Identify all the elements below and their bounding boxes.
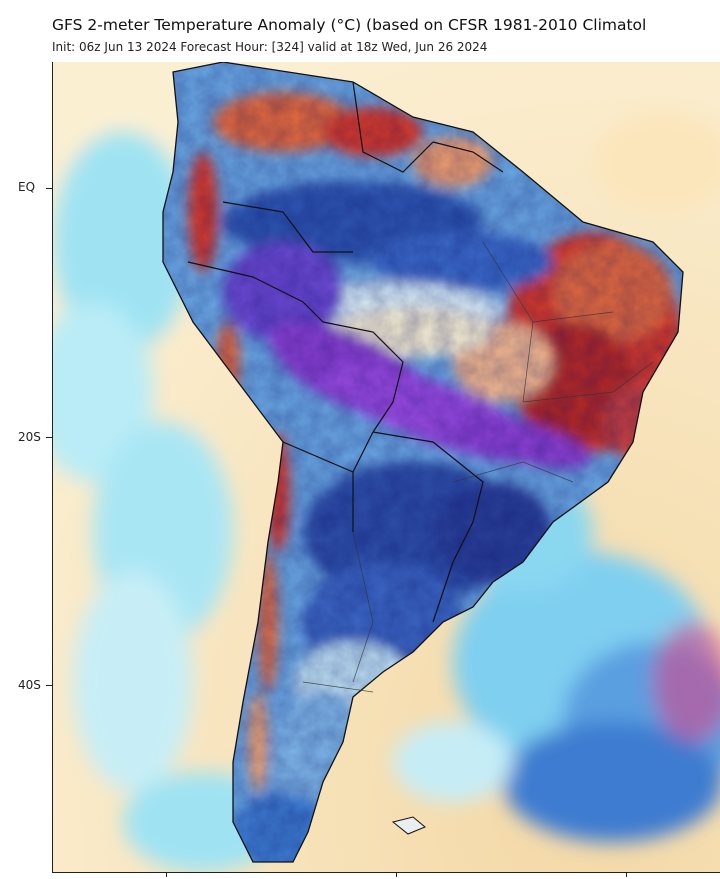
lon-tick	[166, 872, 167, 877]
lat-tick-20s	[46, 437, 52, 438]
map-title: GFS 2-meter Temperature Anomaly (°C) (ba…	[52, 16, 647, 34]
lon-tick	[396, 872, 397, 877]
state-borders	[302, 241, 654, 693]
coastline	[162, 62, 684, 863]
lat-label-eq: EQ	[18, 180, 36, 194]
lat-label-20s: 20S	[18, 430, 41, 444]
falkland-islands	[391, 816, 426, 835]
map-panel	[52, 62, 720, 873]
country-borders	[187, 81, 504, 623]
map-subtitle: Init: 06z Jun 13 2024 Forecast Hour: [32…	[52, 40, 488, 54]
lat-tick-40s	[46, 685, 52, 686]
lon-tick	[626, 872, 627, 877]
lat-tick-eq	[46, 188, 52, 189]
lat-label-40s: 40S	[18, 678, 41, 692]
anomaly-map	[53, 62, 720, 872]
